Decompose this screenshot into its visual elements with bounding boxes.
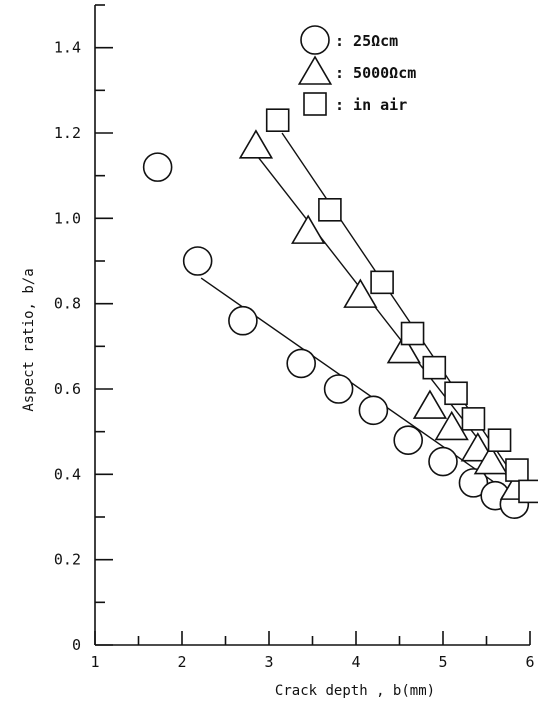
x-tick-label: 4: [351, 653, 360, 671]
triangle-point: [386, 334, 421, 364]
square-point: [265, 108, 290, 132]
y-tick-label: 1.2: [54, 124, 81, 142]
square-point: [422, 355, 447, 380]
ticks: 1 2 3 4 5 6 0 0.2 0.4 0.6 0.8 1.0 1.2 1.4: [54, 4, 535, 671]
circle-point: [182, 246, 213, 276]
x-tick-label: 5: [438, 653, 447, 671]
x-tick-label: 1: [90, 653, 99, 671]
triangle-point: [473, 444, 508, 475]
x-axis-label: Crack depth , b(mm): [275, 683, 435, 699]
square-point: [487, 428, 512, 453]
legend-circle-marker: [300, 25, 330, 55]
y-tick-label: 0: [72, 636, 81, 654]
y-tick-label: 0.8: [54, 295, 81, 313]
legend-label: : 5000Ωcm: [335, 64, 416, 82]
y-axis-label: Aspect ratio, b/a: [21, 268, 37, 411]
y-tick-label: 1.0: [54, 209, 81, 227]
triangle-point: [434, 410, 469, 441]
circle-point: [142, 152, 173, 182]
circle-point: [458, 468, 489, 498]
square-point: [505, 458, 529, 482]
legend: : 25Ωcm : 5000Ωcm : in air: [297, 25, 416, 116]
square-point: [518, 479, 538, 504]
triangle-point: [238, 129, 274, 159]
circle-point: [428, 446, 458, 477]
triangle-point: [343, 278, 378, 308]
square-point: [461, 407, 486, 431]
square-point: [400, 321, 425, 346]
circle-point: [393, 425, 424, 456]
y-tick-label: 1.4: [54, 39, 81, 57]
x-tick-label: 3: [264, 653, 273, 671]
x-tick-label: 6: [525, 653, 534, 671]
data-points: [142, 108, 538, 520]
circle-point: [323, 374, 354, 404]
square-point: [370, 270, 394, 295]
square-point: [318, 198, 342, 222]
triangle-point: [412, 389, 448, 419]
legend-label: : in air: [335, 96, 407, 114]
square-point: [444, 381, 468, 406]
circle-point: [358, 395, 389, 426]
circle-point: [228, 305, 258, 336]
y-tick-label: 0.4: [54, 465, 81, 483]
y-tick-label: 0.2: [54, 551, 81, 569]
legend-label: : 25Ωcm: [335, 32, 398, 50]
circle-point: [286, 348, 316, 379]
legend-triangle-marker: [297, 55, 333, 85]
triangle-point: [291, 214, 326, 244]
x-tick-label: 2: [177, 653, 186, 671]
y-tick-label: 0.6: [54, 380, 81, 398]
legend-square-marker: [303, 92, 327, 116]
